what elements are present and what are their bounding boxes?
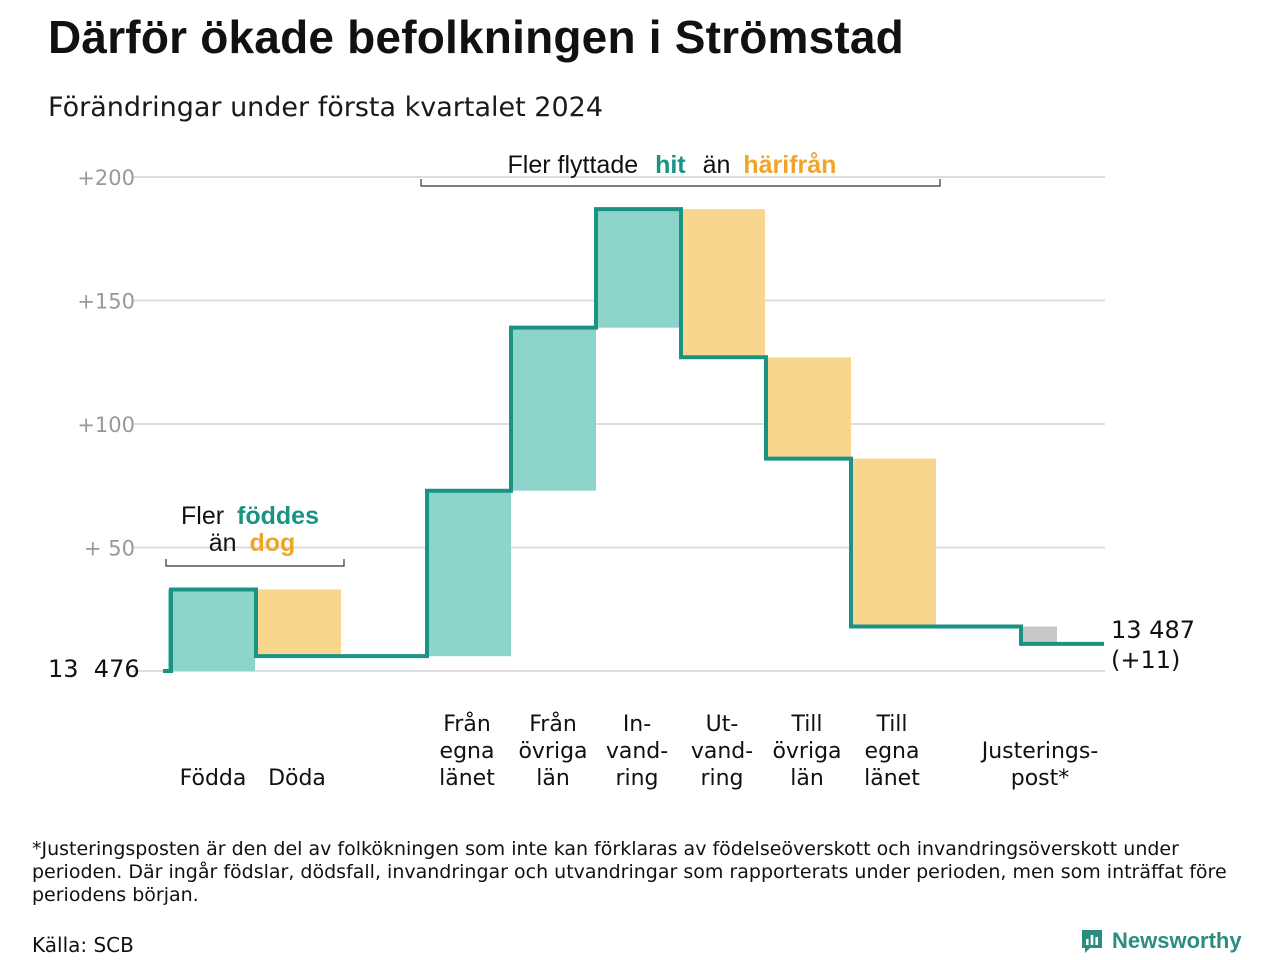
bar-6 xyxy=(766,357,851,459)
y-tick-label-50: + 50 xyxy=(84,537,135,561)
svg-text:Fler föddes: Fler föddes xyxy=(181,502,319,530)
newsworthy-logo-icon xyxy=(1082,930,1102,953)
chart-subtitle: Förändringar under första kvartalet 2024 xyxy=(48,92,604,123)
migration-annotation-out-word: härifrån xyxy=(743,151,836,179)
brand-name: Newsworthy xyxy=(1112,928,1242,953)
category-label-2-1: egna xyxy=(440,739,495,764)
bar-3 xyxy=(511,327,596,491)
migration-annotation-mid: än xyxy=(703,151,731,179)
category-label-6-0: Till xyxy=(790,712,822,737)
end-change-label: (+11) xyxy=(1111,646,1180,674)
category-label-4-2: ring xyxy=(615,766,658,791)
category-label-7-1: egna xyxy=(865,739,920,764)
births-annotation-in-word: föddes xyxy=(237,502,319,530)
svg-text:Fler flyttade hit: Fler flyttade hit än härifrån xyxy=(508,151,837,179)
y-tick-label-100: +100 xyxy=(77,413,135,437)
y-tick-label-150: +150 xyxy=(77,290,135,314)
population-line xyxy=(163,207,1104,673)
svg-text:än dog: än dog xyxy=(209,529,296,557)
waterfall-chart: + 50+100+150+200 Födda DödaFrånegnalänetF… xyxy=(48,151,1195,791)
bar-8 xyxy=(1019,626,1057,644)
category-label-6-1: övriga xyxy=(772,739,841,764)
category-labels: Födda DödaFrånegnalänetFrånövrigalänIn-va… xyxy=(180,711,1099,791)
births-annotation: Fler föddes än dog xyxy=(165,502,345,567)
bar-4 xyxy=(596,209,681,328)
bar-2 xyxy=(425,490,511,657)
category-label-3-1: övriga xyxy=(518,739,587,764)
brand: Newsworthy xyxy=(1080,928,1242,954)
bar-5 xyxy=(681,209,765,358)
category-label-2-2: länet xyxy=(439,766,495,791)
category-label-5-1: vand- xyxy=(691,739,753,764)
births-bracket xyxy=(165,559,345,567)
category-label-0-0: Födda xyxy=(180,766,247,791)
category-label-7-2: länet xyxy=(864,766,920,791)
y-axis-ticks: + 50 +100 +150 +200 xyxy=(77,166,135,561)
births-annotation-out-word: dog xyxy=(249,529,295,557)
category-label-2-0: Från xyxy=(443,711,491,737)
category-label-3-2: län xyxy=(536,766,570,791)
source-label: Källa: SCB xyxy=(32,933,134,957)
category-label-7-0: Till xyxy=(875,712,907,737)
births-annotation-line2: än xyxy=(209,529,237,557)
start-population-label: 13 476 xyxy=(48,655,140,683)
waterfall-bars xyxy=(168,209,1057,671)
bar-1 xyxy=(256,589,341,657)
category-label-3-0: Från xyxy=(529,711,577,737)
category-label-8-0: Justerings- xyxy=(980,739,1099,764)
category-label-1-0: Döda xyxy=(268,766,326,791)
footnote: *Justeringsposten är den del av folkökni… xyxy=(32,838,1227,906)
grid-lines xyxy=(133,176,1105,672)
migration-annotation-in-word: hit xyxy=(655,151,686,179)
category-label-5-0: Ut- xyxy=(706,712,739,737)
migration-annotation: Fler flyttade hit än härifrån xyxy=(420,151,941,187)
bar-0 xyxy=(168,589,255,671)
bar-7 xyxy=(851,458,936,627)
end-population-label: 13 487 xyxy=(1111,616,1195,644)
category-label-4-1: vand- xyxy=(606,739,668,764)
category-label-4-0: In- xyxy=(623,712,651,737)
category-label-6-2: län xyxy=(790,766,824,791)
migration-bracket xyxy=(420,179,941,187)
y-tick-label-200: +200 xyxy=(77,166,135,190)
migration-annotation-pre: Fler flyttade xyxy=(508,151,639,179)
chart-title: Därför ökade befolkningen i Strömstad xyxy=(48,11,904,63)
category-label-5-2: ring xyxy=(700,766,743,791)
births-annotation-pre: Fler xyxy=(181,502,224,530)
category-label-8-1: post* xyxy=(1011,766,1070,791)
population-step-line xyxy=(163,207,1104,673)
